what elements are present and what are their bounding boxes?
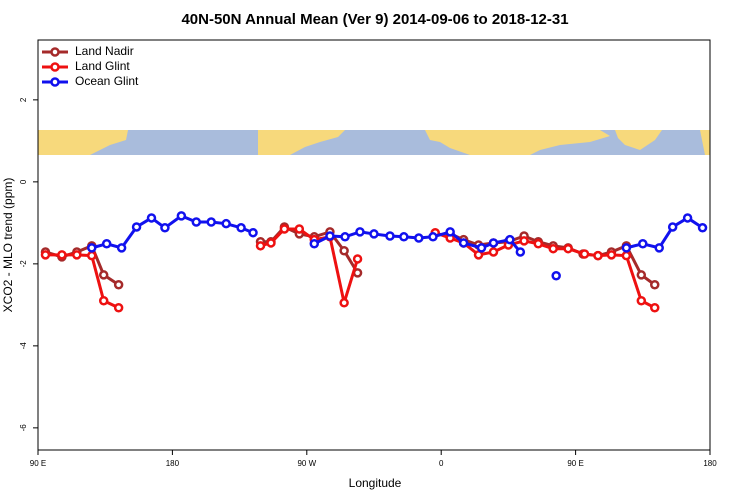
plot-frame bbox=[37, 39, 711, 451]
data-point bbox=[191, 217, 202, 227]
data-point bbox=[621, 250, 632, 261]
data-point bbox=[551, 271, 561, 281]
data-point bbox=[563, 243, 573, 254]
data-point bbox=[294, 224, 305, 234]
data-point bbox=[548, 243, 558, 254]
data-point bbox=[579, 249, 590, 259]
data-point bbox=[682, 213, 693, 223]
y-axis-label: XCO2 - MLO trend (ppm) bbox=[1, 178, 15, 313]
data-point bbox=[98, 296, 109, 306]
chart-title: 40N-50N Annual Mean (Ver 9) 2014-09-06 t… bbox=[181, 11, 568, 28]
data-point bbox=[533, 239, 544, 249]
data-point bbox=[667, 222, 678, 232]
data-point bbox=[621, 243, 632, 253]
data-point bbox=[160, 223, 170, 233]
data-point bbox=[116, 243, 127, 253]
data-point bbox=[385, 231, 395, 241]
x-tick-label: 0 bbox=[439, 459, 444, 468]
data-point bbox=[458, 238, 469, 248]
data-point bbox=[101, 239, 112, 249]
data-point bbox=[340, 232, 350, 242]
data-point bbox=[355, 227, 365, 237]
data-point bbox=[206, 217, 216, 227]
x-axis-label: Longitude bbox=[349, 476, 402, 490]
data-point bbox=[266, 238, 276, 248]
data-point bbox=[98, 270, 109, 280]
data-point bbox=[369, 229, 379, 239]
data-point bbox=[488, 238, 499, 248]
legend-label: Land Glint bbox=[75, 59, 130, 73]
x-tick-label: 180 bbox=[703, 459, 717, 468]
y-tick-label: 0 bbox=[19, 179, 28, 184]
data-point bbox=[113, 280, 124, 290]
data-point bbox=[505, 234, 515, 245]
data-point bbox=[697, 223, 708, 233]
series-line bbox=[91, 214, 704, 253]
data-point bbox=[279, 224, 290, 234]
data-point bbox=[519, 236, 529, 246]
data-point bbox=[236, 223, 246, 233]
data-point bbox=[72, 250, 82, 260]
data-point bbox=[339, 298, 349, 308]
data-point bbox=[414, 233, 424, 243]
data-point bbox=[40, 250, 51, 260]
data-point bbox=[515, 247, 526, 257]
data-point bbox=[636, 270, 647, 280]
legend-marker bbox=[50, 77, 60, 87]
data-point bbox=[593, 250, 603, 261]
x-tick-label: 90 E bbox=[567, 459, 583, 468]
legend-label: Land Nadir bbox=[75, 44, 134, 58]
data-point bbox=[638, 239, 648, 249]
legend-marker bbox=[50, 62, 60, 72]
data-point bbox=[476, 243, 487, 253]
data-point bbox=[255, 241, 266, 251]
y-tick-label: 2 bbox=[19, 97, 28, 102]
data-point bbox=[309, 239, 320, 249]
data-point bbox=[649, 302, 660, 313]
series-line bbox=[45, 227, 656, 310]
data-point bbox=[146, 213, 157, 223]
data-point bbox=[325, 231, 335, 241]
map-strip bbox=[38, 130, 710, 155]
x-tick-label: 90 W bbox=[297, 459, 316, 468]
data-point bbox=[131, 222, 142, 232]
data-point bbox=[636, 296, 647, 306]
data-point bbox=[428, 232, 438, 242]
data-point bbox=[221, 218, 231, 229]
data-point bbox=[176, 211, 187, 221]
data-point bbox=[87, 250, 97, 261]
data-point bbox=[57, 250, 67, 260]
data-point bbox=[649, 280, 660, 290]
legend-marker bbox=[50, 47, 60, 57]
y-tick-label: -6 bbox=[19, 424, 28, 432]
y-tick-label: -2 bbox=[19, 260, 28, 268]
data-point bbox=[248, 227, 258, 238]
data-point bbox=[399, 232, 409, 242]
data-point bbox=[339, 245, 349, 256]
y-tick-label: -4 bbox=[19, 342, 28, 350]
data-point bbox=[606, 250, 617, 260]
x-tick-label: 90 E bbox=[30, 459, 46, 468]
data-point bbox=[352, 254, 363, 264]
legend-label: Ocean Glint bbox=[75, 74, 139, 88]
data-point bbox=[87, 243, 97, 253]
data-point bbox=[113, 302, 124, 313]
data-point bbox=[654, 243, 664, 253]
data-point bbox=[488, 247, 499, 257]
x-tick-label: 180 bbox=[166, 459, 180, 468]
data-point bbox=[445, 227, 455, 237]
